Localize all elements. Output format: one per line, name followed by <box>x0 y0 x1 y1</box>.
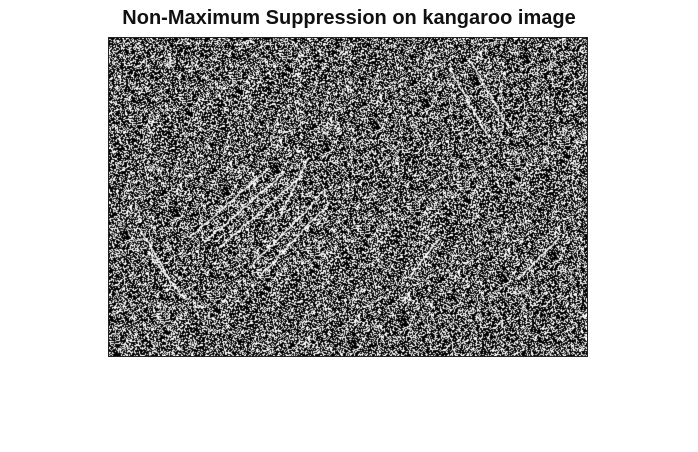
image-axes <box>108 37 588 357</box>
edge-map-image <box>109 38 587 356</box>
figure-title: Non-Maximum Suppression on kangaroo imag… <box>122 7 576 29</box>
